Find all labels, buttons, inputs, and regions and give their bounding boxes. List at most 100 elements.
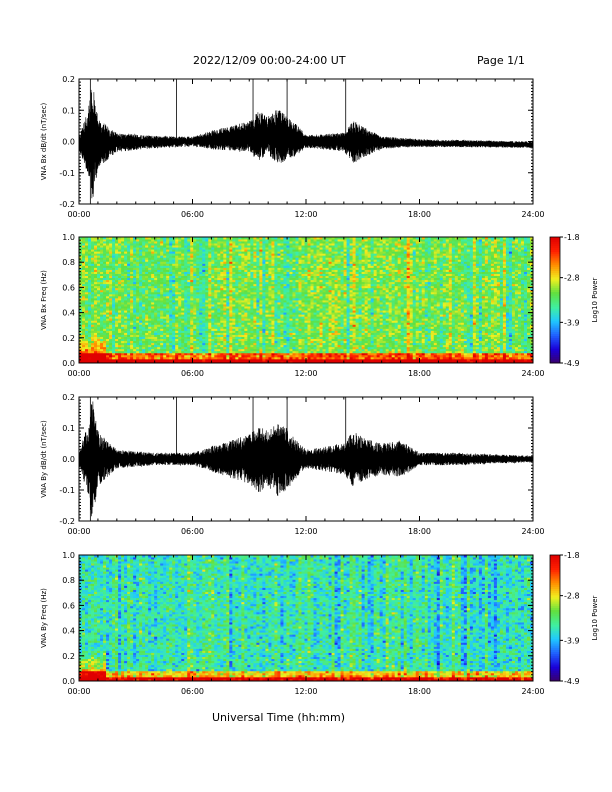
spectrogram-cell xyxy=(151,297,155,301)
spectrogram-cell xyxy=(127,340,131,344)
spectrogram-cell xyxy=(118,300,122,303)
spectrogram-cell xyxy=(112,342,116,346)
spectrogram-cell xyxy=(133,239,137,242)
spectrogram-cell xyxy=(184,322,188,325)
spectrogram-cell xyxy=(160,297,164,301)
spectrogram-cell xyxy=(154,263,158,266)
spectrogram-cell xyxy=(85,259,89,262)
spectrogram-cell xyxy=(196,354,200,358)
spectrogram-cell xyxy=(121,338,125,342)
spectrogram-cell xyxy=(106,308,110,311)
spectrogram-cell xyxy=(85,253,89,256)
spectrogram-cell xyxy=(100,291,104,295)
spectrogram-cell xyxy=(169,332,173,335)
spectrogram-cell xyxy=(94,287,98,291)
spectrogram-cell xyxy=(175,259,179,262)
spectrogram-cell xyxy=(163,330,167,333)
spectrogram-cell xyxy=(94,267,98,270)
spectrogram-cell xyxy=(106,314,110,317)
spectrogram-cell xyxy=(190,316,194,319)
spectrogram-cell xyxy=(124,257,128,260)
spectrogram-cell xyxy=(136,312,140,315)
spectrogram-cell xyxy=(157,310,161,313)
spectrogram-cell xyxy=(118,257,122,260)
spectrogram-cell xyxy=(190,269,194,272)
spectrogram-cell xyxy=(145,253,149,256)
spectrogram-cell xyxy=(130,275,134,279)
spectrogram-cell xyxy=(148,352,152,356)
spectrogram-cell xyxy=(136,249,140,252)
spectrogram-cell xyxy=(160,259,164,262)
spectrogram-cell xyxy=(190,314,194,317)
spectrogram-cell xyxy=(166,320,170,323)
spectrogram-cell xyxy=(166,312,170,315)
spectrogram-cell xyxy=(166,271,170,274)
spectrogram-cell xyxy=(172,279,176,283)
spectrogram-cell xyxy=(115,257,119,260)
spectrogram-cell xyxy=(160,328,164,331)
spectrogram-cell xyxy=(193,318,197,321)
spectrogram-cell xyxy=(118,239,122,242)
spectrogram-cell xyxy=(88,324,92,327)
spectrogram-cell xyxy=(154,328,158,331)
spectrogram-cell xyxy=(169,312,173,315)
spectrogram-cell xyxy=(148,350,152,354)
spectrogram-cell xyxy=(136,344,140,348)
spectrogram-cell xyxy=(94,245,98,248)
spectrogram-cell xyxy=(121,304,125,307)
spectrogram-cell xyxy=(184,336,188,340)
spectrogram-cell xyxy=(190,257,194,260)
spectrogram-cell xyxy=(112,281,116,285)
spectrogram-cell xyxy=(109,237,113,240)
spectrogram-cell xyxy=(148,324,152,327)
spectrogram-cell xyxy=(181,239,185,242)
spectrogram-cell xyxy=(109,285,113,289)
spectrogram-cell xyxy=(172,249,176,252)
spectrogram-cell xyxy=(166,291,170,295)
spectrogram-cell xyxy=(139,352,143,356)
spectrogram-cell xyxy=(130,291,134,295)
spectrogram-cell xyxy=(166,342,170,346)
spectrogram-cell xyxy=(196,338,200,342)
spectrogram-cell xyxy=(151,283,155,287)
spectrogram-cell xyxy=(187,308,191,311)
spectrogram-cell xyxy=(103,342,107,346)
spectrogram-cell xyxy=(166,330,170,333)
spectrogram-cell xyxy=(184,308,188,311)
spectrogram-cell xyxy=(145,245,149,248)
spectrogram-cell xyxy=(127,239,131,242)
spectrogram-cell xyxy=(172,283,176,287)
spectrogram-cell xyxy=(163,273,167,277)
spectrogram-cell xyxy=(136,241,140,244)
spectrogram-cell xyxy=(136,243,140,246)
spectrogram-cell xyxy=(124,287,128,291)
spectrogram-cell xyxy=(181,338,185,342)
spectrogram-cell xyxy=(112,237,116,240)
spectrogram-cell xyxy=(124,312,128,315)
spectrogram-cell xyxy=(172,289,176,293)
spectrogram-cell xyxy=(88,269,92,272)
spectrogram-cell xyxy=(121,259,125,262)
spectrogram-cell xyxy=(106,328,110,331)
spectrogram-cell xyxy=(175,360,179,364)
spectrogram-cell xyxy=(85,293,89,297)
spectrogram-cell xyxy=(148,243,152,246)
spectrogram-cell xyxy=(79,277,83,281)
spectrogram-cell xyxy=(97,338,101,342)
spectrogram-cell xyxy=(115,253,119,256)
spectrogram-cell xyxy=(109,241,113,244)
spectrogram-cell xyxy=(178,275,182,279)
spectrogram-cell xyxy=(148,281,152,285)
spectrogram-cell xyxy=(139,350,143,354)
spectrogram-cell xyxy=(127,336,131,340)
spectrogram-cell xyxy=(145,249,149,252)
spectrogram-cell xyxy=(142,259,146,262)
spectrogram-cell xyxy=(127,358,131,362)
spectrogram-cell xyxy=(160,346,164,350)
spectrogram-cell xyxy=(139,354,143,358)
spectrogram-cell xyxy=(115,293,119,297)
spectrogram-cell xyxy=(190,279,194,283)
spectrogram-cell xyxy=(175,306,179,309)
spectrogram-cell xyxy=(178,340,182,344)
spectrogram-cell xyxy=(88,249,92,252)
